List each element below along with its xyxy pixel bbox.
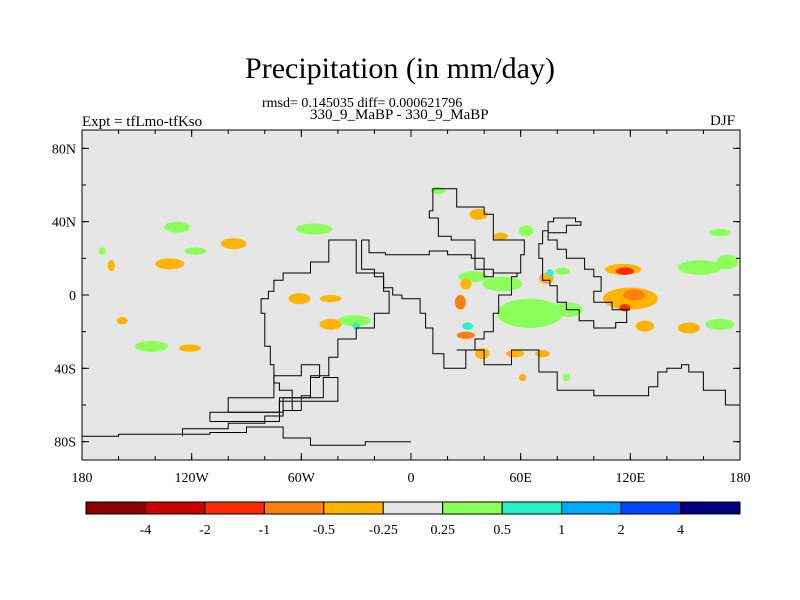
y-tick-label-4: 80S	[54, 436, 76, 451]
coastline-11	[456, 349, 517, 366]
anomaly-patch-9	[493, 232, 508, 240]
x-tick-label-1: 120W	[175, 471, 210, 486]
coastline-8	[538, 230, 631, 329]
anomaly-patch-26	[623, 289, 645, 301]
y-tick-label-2: 0	[69, 289, 76, 304]
anomaly-patch-45	[518, 373, 527, 382]
anomaly-patch-12	[482, 276, 523, 292]
colorbar-label-0: -4	[140, 523, 152, 538]
anomaly-patch-17	[546, 269, 554, 277]
anomaly-patch-22	[708, 229, 731, 237]
colorbar-label-7: 1	[558, 523, 565, 538]
anomaly-patch-8	[98, 247, 106, 255]
coastline-3	[227, 364, 321, 413]
colorbar-box-6	[442, 501, 503, 515]
x-tick-label-6: 180	[730, 471, 751, 486]
colorbar-label-6: 0.5	[493, 523, 511, 538]
colorbar-label-2: -1	[259, 523, 271, 538]
anomaly-patch-42	[535, 350, 550, 358]
anomaly-patch-39	[456, 331, 475, 340]
anomaly-patch-43	[462, 322, 474, 330]
coastline-10	[517, 349, 650, 397]
colorbar-box-1	[144, 501, 206, 515]
anomaly-patch-10	[518, 225, 534, 237]
season-label: DJF	[710, 113, 736, 129]
colorbar-box-9	[620, 501, 682, 515]
y-tick-label-0: 80N	[52, 142, 76, 157]
coastline-9	[648, 364, 740, 418]
stats-line: rmsd= 0.145035 diff= 0.000621796	[262, 96, 463, 111]
chart-title: Precipitation (in mm/day)	[245, 52, 555, 85]
anomaly-patch-34	[319, 318, 342, 330]
colorbar-box-0	[85, 501, 146, 515]
y-tick-label-3: 40S	[54, 362, 76, 377]
anomaly-patch-37	[178, 344, 201, 352]
colorbar-label-1: -2	[199, 523, 211, 538]
y-tick-label-1: 40N	[52, 216, 76, 231]
coastline-0	[82, 426, 411, 446]
colorbar-label-4: -0.25	[369, 523, 398, 538]
anomaly-patch-14	[454, 295, 466, 310]
anomaly-patch-28	[635, 320, 655, 332]
anomaly-patch-5	[184, 247, 207, 255]
anomaly-patch-21	[716, 254, 739, 270]
anomaly-patch-32	[288, 293, 311, 305]
colorbar-box-8	[561, 501, 622, 515]
anomaly-patch-16	[555, 267, 571, 275]
colorbar-label-3: -0.5	[313, 523, 335, 538]
chart-subtitle: 330_9_MaBP - 330_9_MaBP	[310, 107, 489, 123]
anomaly-patch-44	[562, 373, 571, 382]
colorbar-box-4	[323, 501, 384, 515]
colorbar-box-2	[204, 501, 265, 515]
coastline-5	[361, 239, 518, 369]
anomaly-patch-30	[705, 318, 735, 330]
anomaly-patch-41	[506, 350, 525, 358]
colorbar-box-3	[263, 501, 325, 515]
anomaly-patch-38	[116, 317, 128, 325]
anomaly-patch-33	[337, 315, 371, 327]
anomaly-patch-36	[135, 340, 168, 352]
x-tick-label-4: 60E	[509, 471, 532, 486]
anomaly-patch-23	[496, 298, 563, 329]
anomaly-patch-31	[319, 295, 342, 303]
anomaly-patch-3	[164, 221, 190, 233]
anomaly-patch-4	[220, 238, 247, 250]
x-tick-label-0: 180	[72, 471, 93, 486]
anomaly-patch-7	[107, 260, 115, 272]
colorbar-box-7	[501, 501, 563, 515]
x-tick-label-3: 0	[408, 471, 415, 486]
anomaly-patch-29	[677, 322, 700, 334]
colorbar-label-5: 0.25	[430, 523, 455, 538]
coastline-2	[260, 239, 390, 411]
coastline-6	[428, 188, 525, 274]
anomaly-patch-19	[615, 267, 634, 275]
colorbar-box-10	[680, 501, 741, 515]
anomaly-patch-6	[155, 258, 185, 270]
anomaly-patch-20	[677, 260, 722, 275]
anomaly-patch-2	[295, 223, 333, 235]
coastline-1	[182, 410, 302, 437]
colorbar-label-9: 4	[677, 523, 684, 538]
coastline-7	[547, 217, 582, 234]
colorbar-label-8: 2	[618, 523, 625, 538]
x-tick-label-2: 60W	[288, 471, 316, 486]
anomaly-patch-27	[619, 304, 631, 312]
coastline-4	[209, 377, 339, 422]
anomaly-patch-1	[469, 208, 488, 220]
experiment-label: Expt = tfLmo-tfKso	[82, 114, 203, 130]
anomaly-patch-40	[474, 348, 490, 360]
colorbar-box-5	[382, 501, 444, 515]
anomaly-patch-13	[460, 278, 472, 290]
x-tick-label-5: 120E	[616, 471, 646, 486]
